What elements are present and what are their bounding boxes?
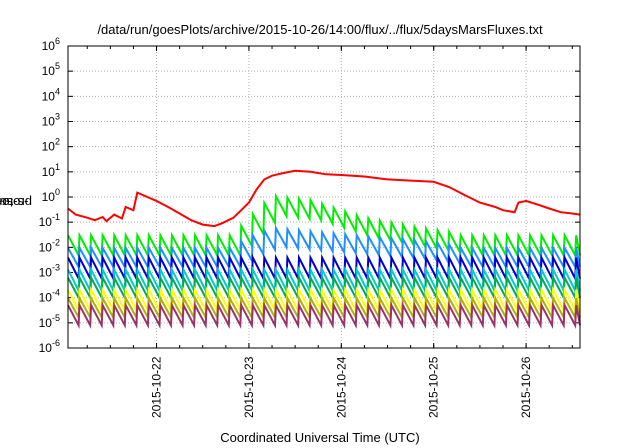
series-line-6 <box>67 273 581 302</box>
y-tick-label: 106 <box>42 36 60 53</box>
chart-title: /data/run/goesPlots/archive/2015-10-26/1… <box>97 22 543 37</box>
y-tick-label: 10-6 <box>39 338 60 355</box>
x-tick-label: 2015-10-25 <box>427 356 441 418</box>
y-tick-label: 10-5 <box>39 313 60 330</box>
y-tick-label: 102 <box>42 137 60 154</box>
plot-frame <box>67 45 581 349</box>
x-tick-label: 2015-10-24 <box>334 356 348 418</box>
y-tick-label: 10-3 <box>39 263 60 280</box>
x-tick-label: 2015-10-23 <box>242 356 256 418</box>
y-tick-label: 10-1 <box>39 212 60 229</box>
x-tick-label: 2015-10-26 <box>519 356 533 418</box>
y-tick-label: 105 <box>42 61 60 78</box>
series-line-3 <box>67 224 581 271</box>
y-tick-label: 10-4 <box>39 288 60 305</box>
series-line-2 <box>67 192 581 260</box>
series-line-1 <box>67 169 581 228</box>
y-tick-label: 10-2 <box>39 237 60 254</box>
series-line-7 <box>67 285 581 315</box>
series-line-5 <box>67 265 581 295</box>
series-line-9 <box>67 301 581 330</box>
y-tick-label: 100 <box>42 187 60 204</box>
x-tick-label: 2015-10-22 <box>150 356 164 418</box>
y-tick-label: 104 <box>42 86 60 103</box>
y-tick-label: 101 <box>42 162 60 179</box>
series-line-8 <box>67 294 581 321</box>
y-tick-label: 103 <box>42 112 60 129</box>
series-line-4 <box>67 253 581 283</box>
x-axis-label: Coordinated Universal Time (UTC) <box>220 430 420 445</box>
